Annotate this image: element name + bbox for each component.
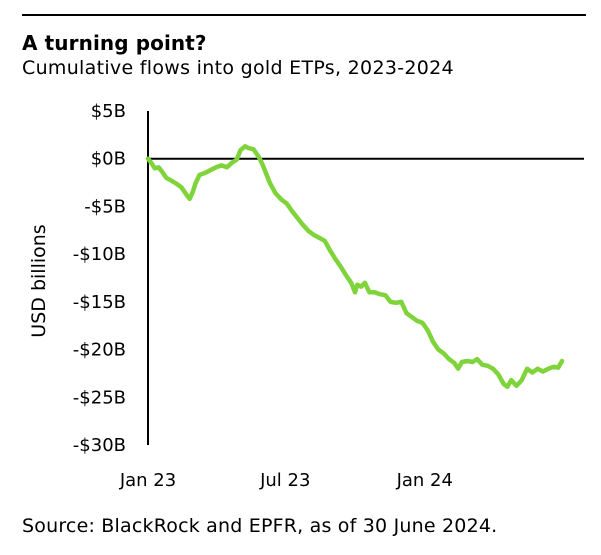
- y-tick-label: $5B: [91, 101, 126, 122]
- axes: [147, 111, 584, 445]
- x-tick-label: Jan 24: [396, 470, 453, 491]
- y-tick-label: -$15B: [73, 292, 126, 313]
- x-tick-labels: Jan 23 Jul 23 Jan 24: [119, 470, 453, 491]
- x-tick-label: Jan 23: [119, 470, 176, 491]
- chart-title: A turning point?: [22, 31, 207, 55]
- y-tick-label: -$5B: [84, 196, 126, 217]
- top-rule: [22, 14, 586, 16]
- y-tick-label: -$20B: [73, 340, 126, 361]
- y-tick-labels: $5B $0B -$5B -$10B -$15B -$20B -$25B -$30B: [73, 101, 126, 456]
- y-tick-label: -$30B: [73, 435, 126, 456]
- chart-subtitle: Cumulative flows into gold ETPs, 2023-20…: [22, 57, 454, 79]
- y-tick-label: -$10B: [73, 244, 126, 265]
- y-tick-label: -$25B: [73, 387, 126, 408]
- y-axis-title: USD billions: [28, 224, 50, 337]
- source-note: Source: BlackRock and EPFR, as of 30 Jun…: [22, 515, 498, 537]
- series-group: [145, 144, 565, 390]
- y-tick-label: $0B: [91, 149, 126, 170]
- series-line: [145, 144, 565, 390]
- x-tick-label: Jul 23: [259, 470, 310, 491]
